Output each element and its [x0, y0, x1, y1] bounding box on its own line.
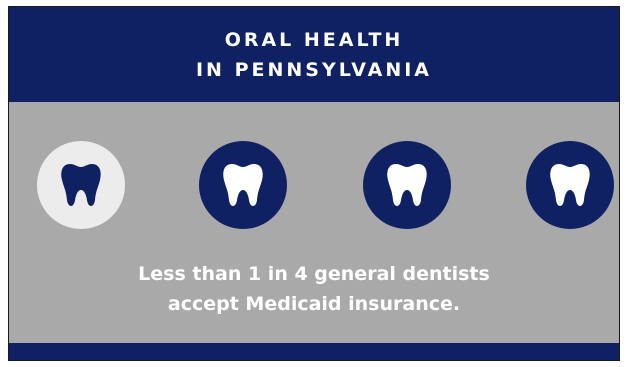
caption-line-1: Less than 1 in 4 general dentists	[138, 263, 490, 285]
title-line-2: IN PENNSYLVANIA	[195, 58, 433, 81]
tooth-icon	[223, 164, 263, 206]
infographic: ORAL HEALTH IN PENNSYLVANIA Less than 1 …	[8, 6, 620, 361]
header-banner: ORAL HEALTH IN PENNSYLVANIA	[9, 7, 619, 102]
caption: Less than 1 in 4 general dentists accept…	[9, 259, 619, 319]
tooth-icon	[387, 164, 427, 206]
tooth-circle-1	[37, 141, 125, 229]
tooth-icon	[550, 164, 590, 206]
title-line-1: ORAL HEALTH	[224, 28, 404, 51]
tooth-circle-3	[363, 141, 451, 229]
caption-line-2: accept Medicaid insurance.	[167, 293, 461, 315]
footer-bar	[9, 343, 619, 360]
tooth-icon	[61, 164, 101, 206]
tooth-circle-2	[199, 141, 287, 229]
tooth-circle-4	[526, 141, 614, 229]
tooth-icon-row	[9, 141, 619, 231]
